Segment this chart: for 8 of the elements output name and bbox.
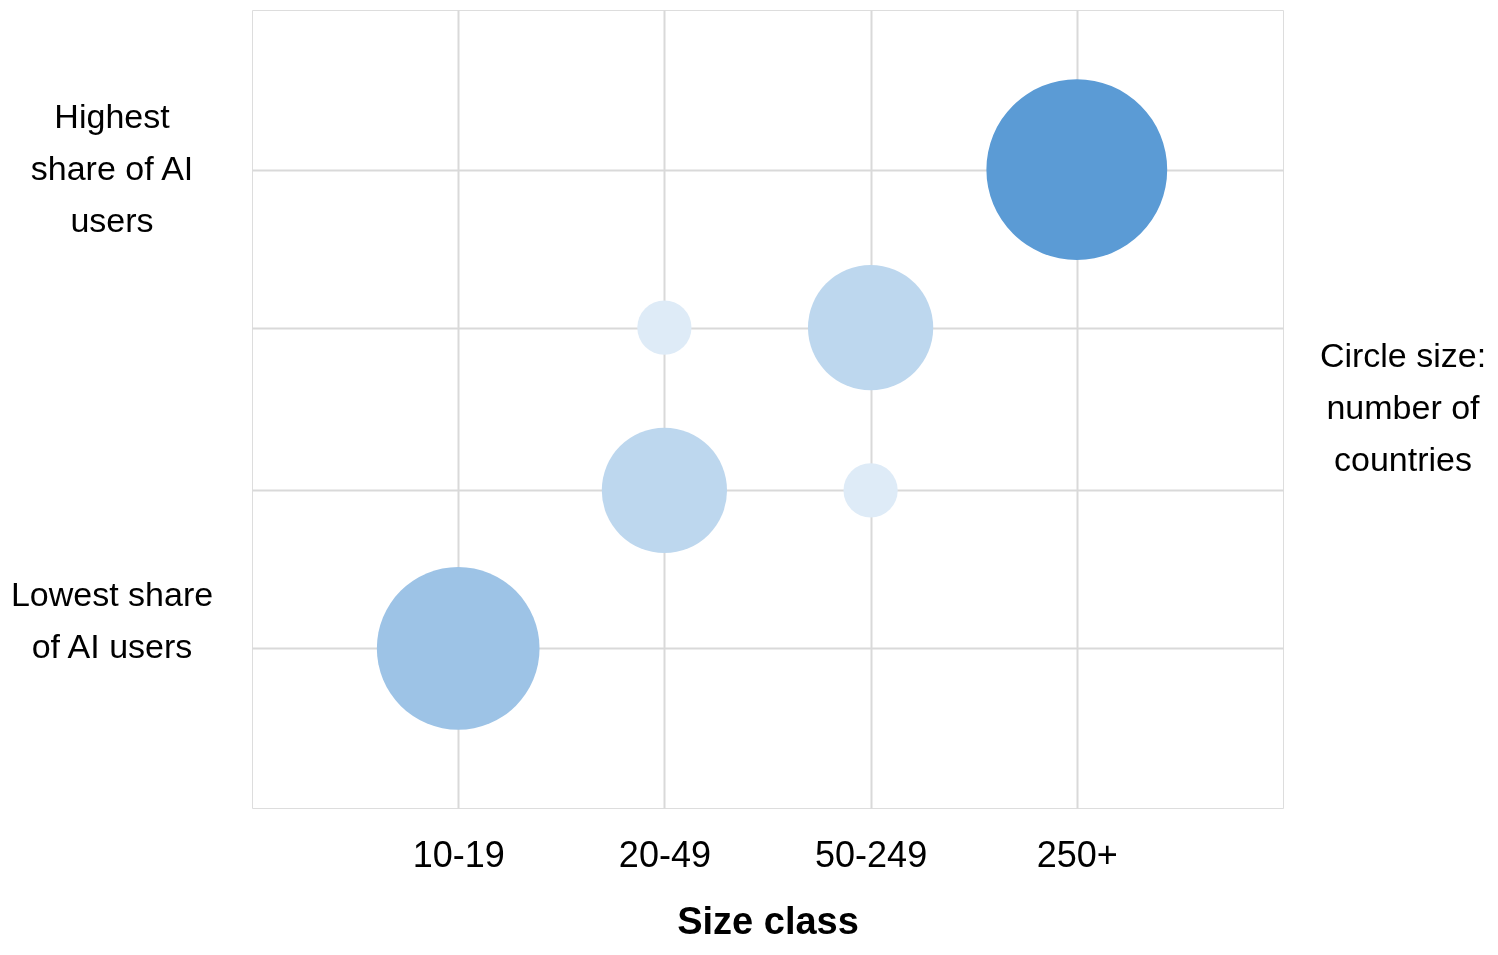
x-axis-title: Size class (677, 899, 859, 942)
text: Lowest share of AI users (10, 575, 214, 666)
x-tick-label: 20-49 (618, 833, 711, 875)
x-tick-label: 250+ (1036, 833, 1118, 875)
x-tick-label: 10-19 (412, 833, 505, 875)
text: Circle size: number of countries (1319, 336, 1487, 478)
x-tick-label: 50-249 (815, 833, 928, 875)
text: Highest share of AI users (30, 96, 194, 239)
